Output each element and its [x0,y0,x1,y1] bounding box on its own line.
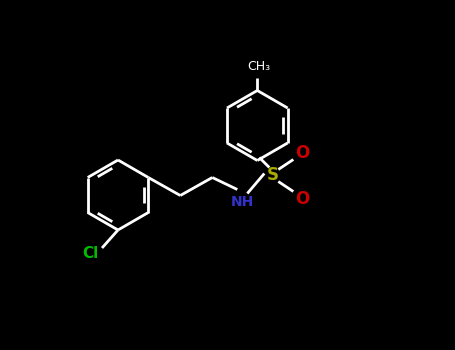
Text: Cl: Cl [82,245,98,260]
Text: O: O [295,144,309,161]
Text: S: S [266,167,278,184]
Text: O: O [295,190,309,209]
Text: NH: NH [231,195,254,209]
Text: CH₃: CH₃ [248,60,271,73]
